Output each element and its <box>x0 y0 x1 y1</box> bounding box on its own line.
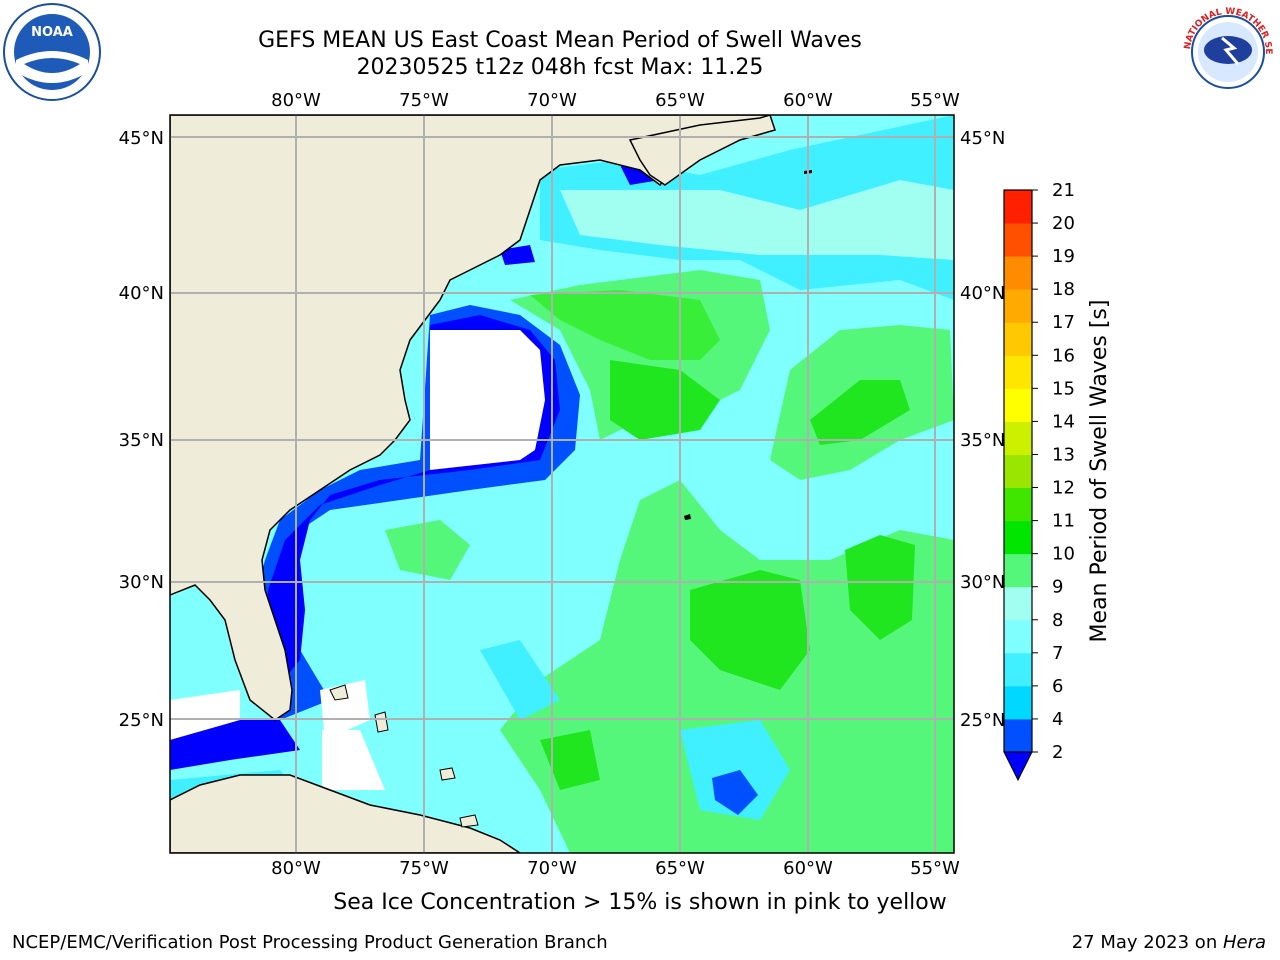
contour-7-8 <box>680 720 790 820</box>
colorbar-tick-label: 2 <box>1052 742 1063 763</box>
land-cuba <box>170 774 522 853</box>
masked-area <box>430 330 545 470</box>
lon-label-bottom: 60°W <box>783 858 833 879</box>
colorbar-tick-label: 15 <box>1052 378 1075 399</box>
land-bahamas <box>459 814 479 828</box>
swell-period-map: 80°W 75°W 70°W 65°W 60°W 55°W 80°W 75°W … <box>119 90 1112 879</box>
masked-area <box>322 730 385 790</box>
colorbar-tick-label: 13 <box>1052 444 1075 465</box>
coastal-band-below-2 <box>170 720 300 770</box>
colorbar-bin <box>1004 553 1032 588</box>
land-north-america <box>170 115 772 721</box>
colorbar-bin <box>1004 685 1032 720</box>
map-gridlines <box>170 115 954 853</box>
contour-10-11 <box>610 360 720 440</box>
lat-label-right: 35°N <box>960 430 1005 451</box>
contour-7-8 <box>480 640 560 720</box>
colorbar-tick-label: 17 <box>1052 312 1075 333</box>
lat-label-right: 30°N <box>960 572 1005 593</box>
lon-label-top: 70°W <box>527 90 577 111</box>
colorbar-title: Mean Period of Swell Waves [s] <box>1087 300 1112 643</box>
lon-label-bottom: 70°W <box>527 858 577 879</box>
lon-label-top: 75°W <box>399 90 449 111</box>
colorbar-tick-label: 18 <box>1052 279 1075 300</box>
colorbar-bin <box>1004 454 1032 489</box>
colorbar-extend-arrow <box>1003 751 1033 782</box>
svg-text:NOAA: NOAA <box>31 25 73 40</box>
colorbar-bin <box>1004 256 1032 290</box>
colorbar-bin <box>1004 190 1032 224</box>
contour-10-11 <box>690 570 810 690</box>
colorbar-bin <box>1004 520 1032 555</box>
lon-label-bottom: 65°W <box>655 858 705 879</box>
colorbar-bin <box>1004 289 1032 323</box>
colorbar-tick-label: 16 <box>1052 345 1075 366</box>
lon-label-bottom: 55°W <box>910 858 960 879</box>
footer-date: 27 May 2023 on Hera <box>1072 932 1266 953</box>
lon-label-bottom: 75°W <box>399 858 449 879</box>
lat-label-right: 45°N <box>960 128 1005 149</box>
colorbar-bin <box>1004 487 1032 522</box>
lat-label-right: 40°N <box>960 283 1005 304</box>
lon-label-top: 80°W <box>271 90 321 111</box>
lat-label-left: 35°N <box>119 430 164 451</box>
contour-10-11 <box>810 380 910 445</box>
colorbar-tick-label: 6 <box>1052 676 1063 697</box>
colorbar-tick-label: 12 <box>1052 478 1075 499</box>
colorbar-bin <box>1004 421 1032 455</box>
lat-label-right: 25°N <box>960 710 1005 731</box>
colorbar-bin <box>1004 718 1032 753</box>
footer-date-text: 27 May 2023 on <box>1071 932 1223 953</box>
lat-label-left: 25°N <box>119 710 164 731</box>
lon-label-top: 60°W <box>783 90 833 111</box>
coastal-band-below-2 <box>500 245 535 265</box>
lat-label-left: 40°N <box>119 283 164 304</box>
colorbar-tick-label: 14 <box>1052 411 1075 432</box>
colorbar-tick-label: 8 <box>1052 610 1063 631</box>
colorbar: 2 4 6 7 8 9 10 11 12 13 14 15 16 17 18 19 20 21 <box>1003 180 1075 782</box>
colorbar-tick-label: 20 <box>1052 213 1075 234</box>
lon-label-top: 55°W <box>910 90 960 111</box>
colorbar-bin <box>1004 586 1032 621</box>
footer-host: Hera <box>1222 932 1266 953</box>
map-frame <box>169 114 955 854</box>
lon-label-bottom: 80°W <box>271 858 321 879</box>
colorbar-bin <box>1004 619 1032 654</box>
noaa-logo: NOAA <box>3 3 101 101</box>
colorbar-tick-label: 7 <box>1052 643 1063 664</box>
land-bahamas <box>374 711 389 733</box>
lat-label-left: 30°N <box>119 572 164 593</box>
colorbar-bin <box>1004 652 1032 687</box>
colorbar-tick-label: 11 <box>1052 511 1075 532</box>
colorbar-tick-label: 9 <box>1052 577 1063 598</box>
colorbar-tick-label: 21 <box>1052 180 1075 201</box>
masked-area <box>170 690 240 740</box>
nws-logo: NATIONAL WEATHER SERVICE <box>1178 2 1276 100</box>
colorbar-bin <box>1004 223 1032 257</box>
map-plot-area <box>170 115 954 853</box>
land-nova-scotia <box>628 115 776 186</box>
contour-2-4 <box>712 770 758 815</box>
lon-label-top: 65°W <box>655 90 705 111</box>
contour-10-11 <box>845 535 915 640</box>
colorbar-bin <box>1004 355 1032 389</box>
land-bahamas <box>329 684 349 701</box>
land-bermuda <box>684 514 691 520</box>
colorbar-tick-label: 4 <box>1052 709 1063 730</box>
colorbar-tick-label: 19 <box>1052 246 1075 267</box>
colorbar-bin <box>1004 388 1032 422</box>
contour-9-10 <box>385 520 470 580</box>
sea-ice-caption: Sea Ice Concentration > 15% is shown in … <box>333 890 947 915</box>
land-bahamas <box>439 767 456 781</box>
colorbar-tick-label: 10 <box>1052 544 1075 565</box>
contour-10-11 <box>540 730 600 790</box>
colorbar-outline <box>1003 189 1033 753</box>
colorbar-bin <box>1004 322 1032 356</box>
map-title: GEFS MEAN US East Coast Mean Period of S… <box>258 28 862 53</box>
lat-label-left: 45°N <box>119 128 164 149</box>
contour-8-9 <box>560 180 954 260</box>
contour-10-11 <box>530 290 720 360</box>
map-subtitle: 20230525 t12z 048h fcst Max: 11.25 <box>356 55 764 80</box>
footer-credit: NCEP/EMC/Verification Post Processing Pr… <box>12 932 608 953</box>
